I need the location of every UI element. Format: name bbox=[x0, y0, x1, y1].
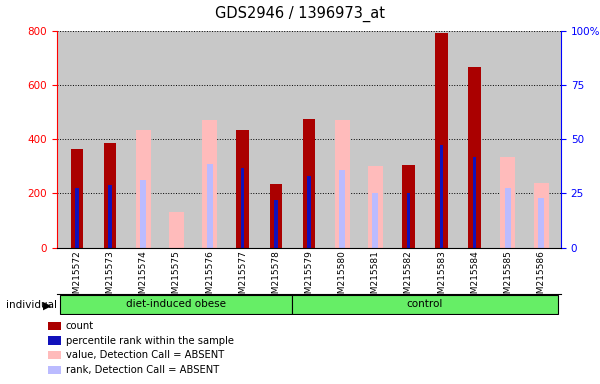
Text: ▶: ▶ bbox=[43, 300, 52, 310]
Text: diet-induced obese: diet-induced obese bbox=[127, 299, 226, 309]
Text: GSM215580: GSM215580 bbox=[338, 250, 347, 305]
Bar bbox=[538, 197, 544, 248]
Bar bbox=[533, 183, 548, 248]
Bar bbox=[335, 120, 350, 248]
Bar bbox=[373, 194, 379, 248]
Bar bbox=[436, 33, 448, 248]
Bar bbox=[500, 157, 515, 248]
Text: individual: individual bbox=[6, 300, 57, 310]
Bar bbox=[368, 166, 383, 248]
Text: GSM215577: GSM215577 bbox=[238, 250, 247, 305]
Text: GSM215575: GSM215575 bbox=[172, 250, 181, 305]
Text: GSM215583: GSM215583 bbox=[437, 250, 446, 305]
Bar bbox=[136, 130, 151, 248]
Bar bbox=[303, 119, 316, 248]
Bar bbox=[241, 168, 244, 248]
Text: GSM215586: GSM215586 bbox=[536, 250, 545, 305]
Bar bbox=[236, 130, 249, 248]
Text: GSM215578: GSM215578 bbox=[271, 250, 280, 305]
Bar bbox=[440, 145, 443, 248]
Bar bbox=[75, 188, 79, 248]
Text: GSM215581: GSM215581 bbox=[371, 250, 380, 305]
Bar bbox=[407, 194, 410, 248]
Bar bbox=[402, 165, 415, 248]
Text: GSM215582: GSM215582 bbox=[404, 250, 413, 305]
Text: GSM215584: GSM215584 bbox=[470, 250, 479, 305]
Bar bbox=[109, 185, 112, 248]
Bar bbox=[307, 176, 311, 248]
Bar bbox=[505, 188, 511, 248]
Text: rank, Detection Call = ABSENT: rank, Detection Call = ABSENT bbox=[66, 365, 219, 375]
Text: GSM215573: GSM215573 bbox=[106, 250, 115, 305]
Bar bbox=[473, 157, 476, 248]
Bar bbox=[206, 164, 212, 248]
Text: control: control bbox=[407, 299, 443, 309]
Text: GSM215574: GSM215574 bbox=[139, 250, 148, 305]
Text: GSM215579: GSM215579 bbox=[305, 250, 314, 305]
Bar bbox=[140, 180, 146, 248]
Bar bbox=[292, 295, 557, 314]
Bar bbox=[274, 200, 277, 248]
Text: GSM215585: GSM215585 bbox=[503, 250, 512, 305]
Bar bbox=[469, 67, 481, 248]
Text: GSM215576: GSM215576 bbox=[205, 250, 214, 305]
Bar bbox=[202, 120, 217, 248]
Text: GDS2946 / 1396973_at: GDS2946 / 1396973_at bbox=[215, 6, 385, 22]
Bar bbox=[339, 170, 345, 248]
Text: count: count bbox=[66, 321, 94, 331]
Text: percentile rank within the sample: percentile rank within the sample bbox=[66, 336, 234, 346]
Bar bbox=[269, 184, 282, 248]
Bar bbox=[71, 149, 83, 248]
Bar bbox=[104, 143, 116, 248]
Text: value, Detection Call = ABSENT: value, Detection Call = ABSENT bbox=[66, 350, 224, 360]
Bar bbox=[61, 295, 292, 314]
Bar bbox=[169, 212, 184, 248]
Text: GSM215572: GSM215572 bbox=[73, 250, 82, 305]
